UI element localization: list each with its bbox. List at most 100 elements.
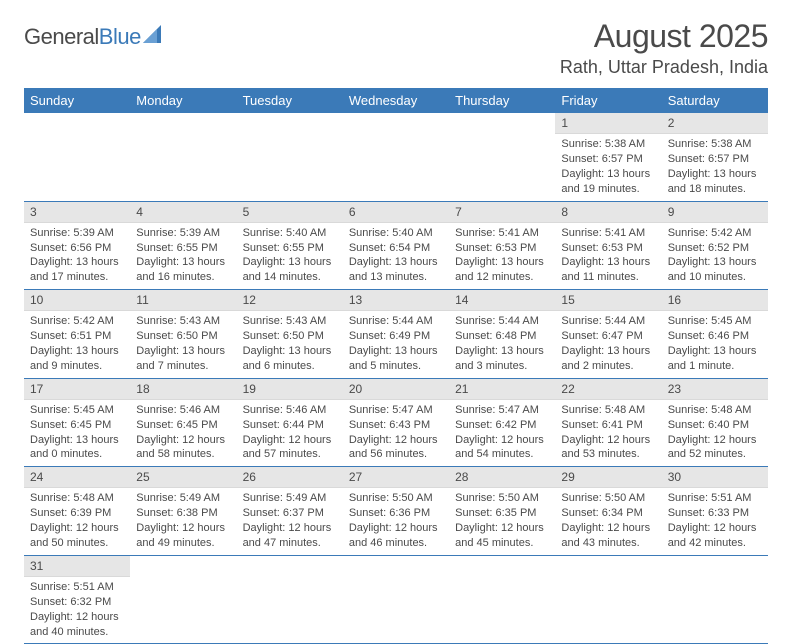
day-number: 8 <box>555 202 661 223</box>
day-number: 29 <box>555 467 661 488</box>
daylight-text: Daylight: 12 hours and 49 minutes. <box>136 521 230 551</box>
sunrise-text: Sunrise: 5:50 AM <box>561 491 655 506</box>
dayname-sun: Sunday <box>24 88 130 113</box>
sunset-text: Sunset: 6:39 PM <box>30 506 124 521</box>
title-block: August 2025 Rath, Uttar Pradesh, India <box>560 18 768 78</box>
sunset-text: Sunset: 6:47 PM <box>561 329 655 344</box>
sunset-text: Sunset: 6:51 PM <box>30 329 124 344</box>
daylight-text: Daylight: 13 hours and 1 minute. <box>668 344 762 374</box>
sunrise-text: Sunrise: 5:44 AM <box>349 314 443 329</box>
day-number: 2 <box>662 113 768 134</box>
sunset-text: Sunset: 6:33 PM <box>668 506 762 521</box>
day-body: Sunrise: 5:48 AMSunset: 6:39 PMDaylight:… <box>24 488 130 554</box>
daylight-text: Daylight: 13 hours and 6 minutes. <box>243 344 337 374</box>
calendar-week: 24Sunrise: 5:48 AMSunset: 6:39 PMDayligh… <box>24 467 768 556</box>
dayname-thu: Thursday <box>449 88 555 113</box>
sunrise-text: Sunrise: 5:39 AM <box>136 226 230 241</box>
calendar: Sunday Monday Tuesday Wednesday Thursday… <box>24 88 768 644</box>
day-body: Sunrise: 5:41 AMSunset: 6:53 PMDaylight:… <box>449 223 555 289</box>
daylight-text: Daylight: 12 hours and 52 minutes. <box>668 433 762 463</box>
day-number: 24 <box>24 467 130 488</box>
day-body: Sunrise: 5:42 AMSunset: 6:52 PMDaylight:… <box>662 223 768 289</box>
sunrise-text: Sunrise: 5:46 AM <box>243 403 337 418</box>
day-number: 14 <box>449 290 555 311</box>
daylight-text: Daylight: 13 hours and 10 minutes. <box>668 255 762 285</box>
day-number: 10 <box>24 290 130 311</box>
daylight-text: Daylight: 12 hours and 47 minutes. <box>243 521 337 551</box>
day-body: Sunrise: 5:50 AMSunset: 6:34 PMDaylight:… <box>555 488 661 554</box>
calendar-cell: 3Sunrise: 5:39 AMSunset: 6:56 PMDaylight… <box>24 202 130 290</box>
sunset-text: Sunset: 6:38 PM <box>136 506 230 521</box>
day-body: Sunrise: 5:46 AMSunset: 6:44 PMDaylight:… <box>237 400 343 466</box>
sunrise-text: Sunrise: 5:47 AM <box>349 403 443 418</box>
day-body: Sunrise: 5:45 AMSunset: 6:45 PMDaylight:… <box>24 400 130 466</box>
day-body: Sunrise: 5:50 AMSunset: 6:35 PMDaylight:… <box>449 488 555 554</box>
day-number: 21 <box>449 379 555 400</box>
day-number: 31 <box>24 556 130 577</box>
calendar-cell <box>343 113 449 201</box>
calendar-cell: 22Sunrise: 5:48 AMSunset: 6:41 PMDayligh… <box>555 379 661 467</box>
sunset-text: Sunset: 6:35 PM <box>455 506 549 521</box>
calendar-body: 1Sunrise: 5:38 AMSunset: 6:57 PMDaylight… <box>24 113 768 644</box>
calendar-cell <box>555 556 661 644</box>
calendar-cell: 16Sunrise: 5:45 AMSunset: 6:46 PMDayligh… <box>662 290 768 378</box>
sunrise-text: Sunrise: 5:42 AM <box>668 226 762 241</box>
day-number: 5 <box>237 202 343 223</box>
dayname-tue: Tuesday <box>237 88 343 113</box>
calendar-cell: 8Sunrise: 5:41 AMSunset: 6:53 PMDaylight… <box>555 202 661 290</box>
day-number: 17 <box>24 379 130 400</box>
sunrise-text: Sunrise: 5:38 AM <box>668 137 762 152</box>
sunrise-text: Sunrise: 5:45 AM <box>668 314 762 329</box>
calendar-cell: 25Sunrise: 5:49 AMSunset: 6:38 PMDayligh… <box>130 467 236 555</box>
sunset-text: Sunset: 6:46 PM <box>668 329 762 344</box>
daylight-text: Daylight: 13 hours and 9 minutes. <box>30 344 124 374</box>
calendar-cell <box>130 113 236 201</box>
sunset-text: Sunset: 6:48 PM <box>455 329 549 344</box>
calendar-cell: 7Sunrise: 5:41 AMSunset: 6:53 PMDaylight… <box>449 202 555 290</box>
day-body: Sunrise: 5:49 AMSunset: 6:37 PMDaylight:… <box>237 488 343 554</box>
sunrise-text: Sunrise: 5:40 AM <box>243 226 337 241</box>
sunrise-text: Sunrise: 5:45 AM <box>30 403 124 418</box>
day-number: 1 <box>555 113 661 134</box>
sunset-text: Sunset: 6:45 PM <box>136 418 230 433</box>
sunrise-text: Sunrise: 5:38 AM <box>561 137 655 152</box>
sunset-text: Sunset: 6:55 PM <box>243 241 337 256</box>
sunrise-text: Sunrise: 5:41 AM <box>561 226 655 241</box>
day-number: 30 <box>662 467 768 488</box>
dayname-mon: Monday <box>130 88 236 113</box>
sunset-text: Sunset: 6:41 PM <box>561 418 655 433</box>
day-body: Sunrise: 5:49 AMSunset: 6:38 PMDaylight:… <box>130 488 236 554</box>
day-number: 23 <box>662 379 768 400</box>
day-number: 6 <box>343 202 449 223</box>
day-body: Sunrise: 5:50 AMSunset: 6:36 PMDaylight:… <box>343 488 449 554</box>
day-number: 18 <box>130 379 236 400</box>
sunrise-text: Sunrise: 5:44 AM <box>455 314 549 329</box>
sunset-text: Sunset: 6:36 PM <box>349 506 443 521</box>
dayname-sat: Saturday <box>662 88 768 113</box>
sunset-text: Sunset: 6:57 PM <box>561 152 655 167</box>
sunrise-text: Sunrise: 5:47 AM <box>455 403 549 418</box>
daylight-text: Daylight: 12 hours and 40 minutes. <box>30 610 124 640</box>
sunset-text: Sunset: 6:43 PM <box>349 418 443 433</box>
calendar-cell: 18Sunrise: 5:46 AMSunset: 6:45 PMDayligh… <box>130 379 236 467</box>
daylight-text: Daylight: 13 hours and 3 minutes. <box>455 344 549 374</box>
daylight-text: Daylight: 12 hours and 43 minutes. <box>561 521 655 551</box>
calendar-cell: 12Sunrise: 5:43 AMSunset: 6:50 PMDayligh… <box>237 290 343 378</box>
calendar-cell <box>237 113 343 201</box>
page-subtitle: Rath, Uttar Pradesh, India <box>560 57 768 78</box>
day-number: 9 <box>662 202 768 223</box>
day-body: Sunrise: 5:43 AMSunset: 6:50 PMDaylight:… <box>130 311 236 377</box>
daylight-text: Daylight: 12 hours and 45 minutes. <box>455 521 549 551</box>
calendar-cell: 28Sunrise: 5:50 AMSunset: 6:35 PMDayligh… <box>449 467 555 555</box>
sunrise-text: Sunrise: 5:43 AM <box>136 314 230 329</box>
daylight-text: Daylight: 13 hours and 16 minutes. <box>136 255 230 285</box>
sunset-text: Sunset: 6:50 PM <box>243 329 337 344</box>
calendar-cell <box>449 556 555 644</box>
calendar-cell: 11Sunrise: 5:43 AMSunset: 6:50 PMDayligh… <box>130 290 236 378</box>
daylight-text: Daylight: 13 hours and 17 minutes. <box>30 255 124 285</box>
daylight-text: Daylight: 12 hours and 50 minutes. <box>30 521 124 551</box>
sunset-text: Sunset: 6:53 PM <box>455 241 549 256</box>
day-number: 20 <box>343 379 449 400</box>
sunrise-text: Sunrise: 5:50 AM <box>349 491 443 506</box>
daylight-text: Daylight: 12 hours and 46 minutes. <box>349 521 443 551</box>
